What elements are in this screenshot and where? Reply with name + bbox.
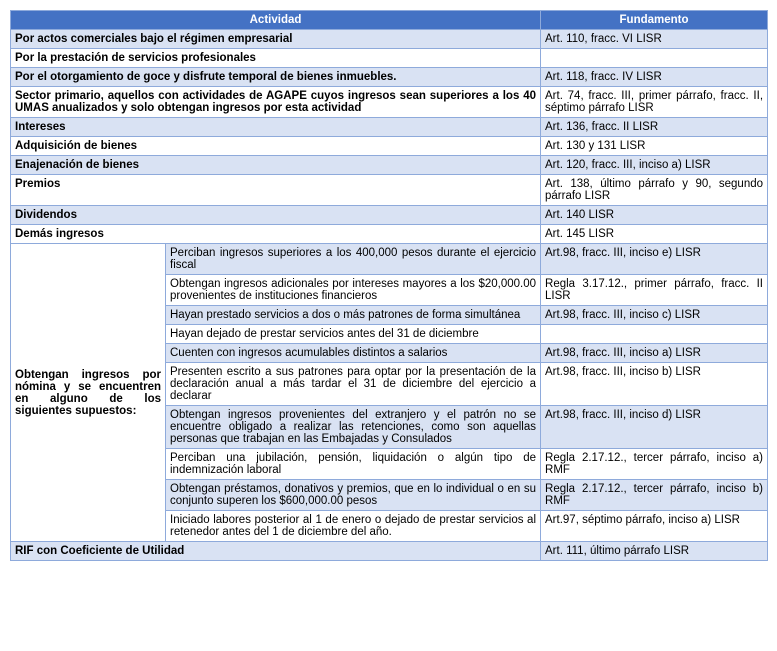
cell-actividad: Presenten escrito a sus patrones para op… [166, 363, 541, 406]
cell-fundamento: Art.98, fracc. III, inciso d) LISR [541, 406, 768, 449]
table-row: RIF con Coeficiente de Utilidad Art. 111… [11, 542, 768, 561]
cell-fundamento: Art.98, fracc. III, inciso c) LISR [541, 306, 768, 325]
cell-fundamento: Regla 3.17.12., primer párrafo, fracc. I… [541, 275, 768, 306]
cell-actividad: Obtengan ingresos adicionales por intere… [166, 275, 541, 306]
table-row: Dividendos Art. 140 LISR [11, 206, 768, 225]
cell-actividad: Por el otorgamiento de goce y disfrute t… [11, 68, 541, 87]
table-row: Por el otorgamiento de goce y disfrute t… [11, 68, 768, 87]
table-row: Por la prestación de servicios profesion… [11, 49, 768, 68]
cell-actividad: Sector primario, aquellos con actividade… [11, 87, 541, 118]
cell-fundamento: Art.98, fracc. III, inciso e) LISR [541, 244, 768, 275]
cell-actividad: Obtengan préstamos, donativos y premios,… [166, 480, 541, 511]
header-row: Actividad Fundamento [11, 11, 768, 30]
cell-fundamento [541, 325, 768, 344]
cell-actividad: Demás ingresos [11, 225, 541, 244]
table-row: Obtengan ingresos por nómina y se encuen… [11, 244, 768, 275]
cell-actividad: Premios [11, 175, 541, 206]
cell-fundamento: Art. 145 LISR [541, 225, 768, 244]
cell-fundamento: Art. 118, fracc. IV LISR [541, 68, 768, 87]
cell-fundamento: Regla 2.17.12., tercer párrafo, inciso b… [541, 480, 768, 511]
table-row: Sector primario, aquellos con actividade… [11, 87, 768, 118]
table-row: Intereses Art. 136, fracc. II LISR [11, 118, 768, 137]
cell-fundamento: Art. 136, fracc. II LISR [541, 118, 768, 137]
cell-fundamento: Art.97, séptimo párrafo, inciso a) LISR [541, 511, 768, 542]
cell-fundamento: Regla 2.17.12., tercer párrafo, inciso a… [541, 449, 768, 480]
table-row: Demás ingresos Art. 145 LISR [11, 225, 768, 244]
cell-fundamento: Art. 120, fracc. III, inciso a) LISR [541, 156, 768, 175]
table-row: Por actos comerciales bajo el régimen em… [11, 30, 768, 49]
cell-fundamento: Art. 140 LISR [541, 206, 768, 225]
header-fundamento: Fundamento [541, 11, 768, 30]
cell-actividad: Obtengan ingresos provenientes del extra… [166, 406, 541, 449]
cell-fundamento: Art. 111, último párrafo LISR [541, 542, 768, 561]
group-label-cell: Obtengan ingresos por nómina y se encuen… [11, 244, 166, 542]
cell-fundamento: Art.98, fracc. III, inciso b) LISR [541, 363, 768, 406]
table-row: Enajenación de bienes Art. 120, fracc. I… [11, 156, 768, 175]
cell-actividad: RIF con Coeficiente de Utilidad [11, 542, 541, 561]
cell-actividad: Hayan dejado de prestar servicios antes … [166, 325, 541, 344]
cell-actividad: Adquisición de bienes [11, 137, 541, 156]
cell-actividad: Por actos comerciales bajo el régimen em… [11, 30, 541, 49]
cell-actividad: Enajenación de bienes [11, 156, 541, 175]
cell-actividad: Cuenten con ingresos acumulables distint… [166, 344, 541, 363]
table-row: Premios Art. 138, último párrafo y 90, s… [11, 175, 768, 206]
header-actividad: Actividad [11, 11, 541, 30]
cell-actividad: Perciban ingresos superiores a los 400,0… [166, 244, 541, 275]
cell-fundamento: Art.98, fracc. III, inciso a) LISR [541, 344, 768, 363]
fiscal-table: Actividad Fundamento Por actos comercial… [10, 10, 768, 561]
cell-fundamento [541, 49, 768, 68]
cell-actividad: Perciban una jubilación, pensión, liquid… [166, 449, 541, 480]
cell-fundamento: Art. 138, último párrafo y 90, segundo p… [541, 175, 768, 206]
table-row: Adquisición de bienes Art. 130 y 131 LIS… [11, 137, 768, 156]
cell-actividad: Hayan prestado servicios a dos o más pat… [166, 306, 541, 325]
cell-fundamento: Art. 130 y 131 LISR [541, 137, 768, 156]
cell-actividad: Por la prestación de servicios profesion… [11, 49, 541, 68]
cell-actividad: Iniciado labores posterior al 1 de enero… [166, 511, 541, 542]
cell-actividad: Intereses [11, 118, 541, 137]
cell-fundamento: Art. 74, fracc. III, primer párrafo, fra… [541, 87, 768, 118]
cell-actividad: Dividendos [11, 206, 541, 225]
cell-fundamento: Art. 110, fracc. VI LISR [541, 30, 768, 49]
